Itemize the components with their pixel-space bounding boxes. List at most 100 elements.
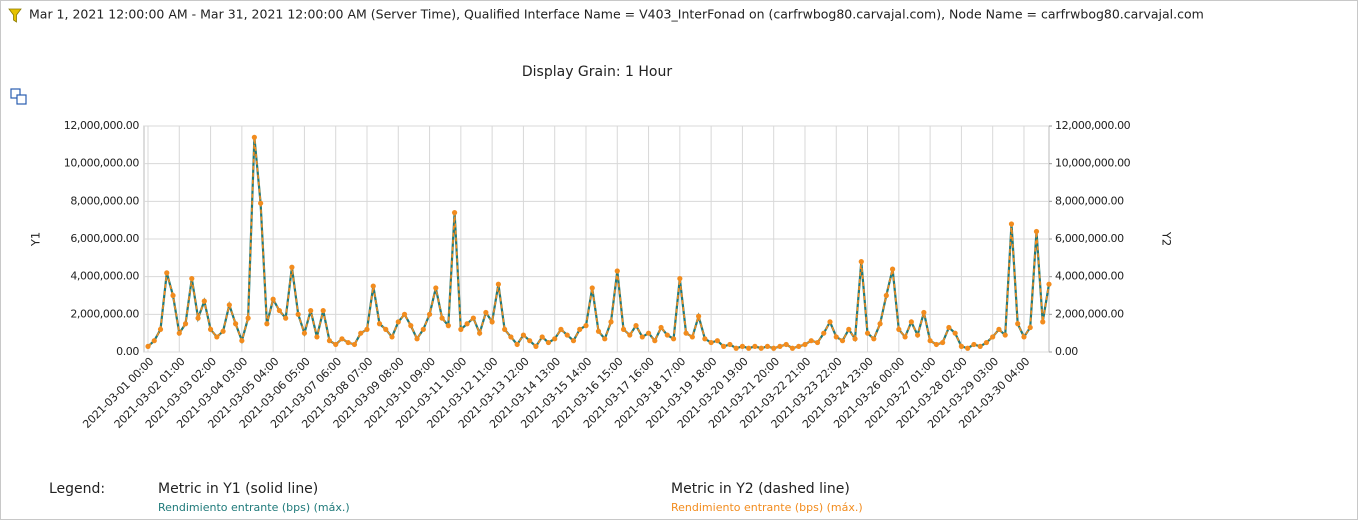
- series-line: [147, 137, 1051, 350]
- point-marker: [1033, 228, 1040, 235]
- point-marker: [533, 343, 539, 349]
- y2-tick-label: 6,000,000.00: [1055, 232, 1124, 245]
- point-marker: [614, 268, 620, 274]
- point-marker: [689, 334, 695, 340]
- point-marker: [264, 321, 270, 327]
- point-marker: [451, 210, 458, 216]
- point-marker: [239, 338, 245, 344]
- point-marker: [408, 323, 414, 329]
- point-marker: [364, 326, 370, 332]
- point-marker: [195, 315, 201, 321]
- point-marker: [771, 345, 777, 351]
- point-marker: [182, 321, 189, 327]
- y-tick-label: 10,000,000.00: [64, 157, 140, 170]
- point-marker: [670, 336, 677, 342]
- point-marker: [821, 330, 827, 336]
- point-marker: [145, 343, 151, 349]
- point-marker: [814, 339, 821, 346]
- point-marker: [902, 334, 908, 340]
- point-marker: [570, 338, 577, 344]
- y2-axis-title: Y2: [1160, 231, 1174, 246]
- y2-tick-label: 12,000,000.00: [1055, 119, 1131, 132]
- point-marker: [333, 341, 339, 348]
- point-marker: [620, 326, 627, 332]
- point-marker: [295, 311, 301, 317]
- point-marker: [226, 302, 232, 308]
- point-marker: [351, 341, 358, 348]
- point-marker: [796, 343, 802, 349]
- point-marker: [514, 341, 520, 348]
- point-marker: [946, 324, 952, 331]
- point-marker: [426, 311, 433, 317]
- point-marker: [433, 285, 439, 291]
- point-marker: [339, 336, 345, 342]
- point-marker: [414, 336, 420, 342]
- point-marker: [802, 341, 808, 348]
- point-marker: [608, 319, 614, 325]
- point-marker: [458, 326, 464, 332]
- point-marker: [583, 323, 589, 329]
- point-marker: [1027, 324, 1033, 331]
- point-marker: [389, 334, 395, 340]
- point-marker: [520, 332, 527, 338]
- y2-tick-label: 0.00: [1055, 345, 1078, 358]
- legend-entry: Rendimiento entrante (bps) (máx.): [158, 501, 350, 514]
- point-marker: [908, 319, 914, 325]
- point-marker: [464, 321, 470, 327]
- point-marker: [758, 345, 764, 351]
- point-marker: [189, 275, 195, 282]
- point-marker: [846, 326, 852, 332]
- point-marker: [721, 343, 727, 349]
- point-marker: [589, 285, 595, 291]
- filter-icon[interactable]: [8, 8, 22, 23]
- legend-entry: Rendimiento entrante (bps) (máx.): [671, 501, 863, 514]
- y2-tick-label: 10,000,000.00: [1055, 157, 1131, 170]
- y-tick-label: 4,000,000.00: [70, 270, 139, 283]
- point-marker: [527, 338, 533, 344]
- point-marker: [965, 345, 971, 351]
- point-marker: [889, 266, 896, 272]
- point-marker: [639, 334, 645, 340]
- point-marker: [739, 343, 746, 349]
- point-marker: [746, 345, 752, 351]
- point-marker: [733, 345, 739, 351]
- point-marker: [439, 315, 445, 321]
- point-marker: [783, 341, 789, 348]
- point-marker: [1040, 319, 1046, 325]
- point-marker: [877, 321, 883, 327]
- point-marker: [564, 332, 570, 338]
- point-marker: [283, 315, 289, 321]
- point-marker: [977, 343, 983, 349]
- point-marker: [839, 338, 846, 344]
- point-marker: [915, 332, 921, 338]
- point-marker: [933, 341, 939, 348]
- point-marker: [289, 264, 295, 270]
- point-marker: [595, 328, 602, 334]
- point-marker: [727, 341, 733, 348]
- point-marker: [376, 321, 383, 327]
- filter-text: Mar 1, 2021 12:00:00 AM - Mar 31, 2021 1…: [29, 7, 1204, 22]
- point-marker: [151, 338, 157, 344]
- point-marker: [214, 334, 220, 340]
- point-marker: [545, 339, 552, 346]
- y-tick-label: 8,000,000.00: [70, 194, 139, 207]
- point-marker: [752, 343, 758, 349]
- point-marker: [470, 315, 476, 321]
- point-marker: [683, 330, 689, 336]
- point-marker: [927, 338, 933, 344]
- point-marker: [645, 330, 652, 336]
- point-marker: [983, 339, 990, 346]
- point-marker: [696, 313, 702, 319]
- point-marker: [921, 309, 927, 316]
- export-icon[interactable]: [10, 88, 27, 105]
- legend-title: Legend:: [49, 481, 105, 497]
- point-marker: [258, 200, 264, 206]
- point-marker: [345, 339, 351, 346]
- point-marker: [314, 334, 320, 340]
- point-marker: [952, 330, 958, 336]
- point-marker: [320, 307, 326, 314]
- point-marker: [308, 307, 314, 314]
- point-marker: [1046, 281, 1052, 287]
- point-marker: [539, 334, 545, 340]
